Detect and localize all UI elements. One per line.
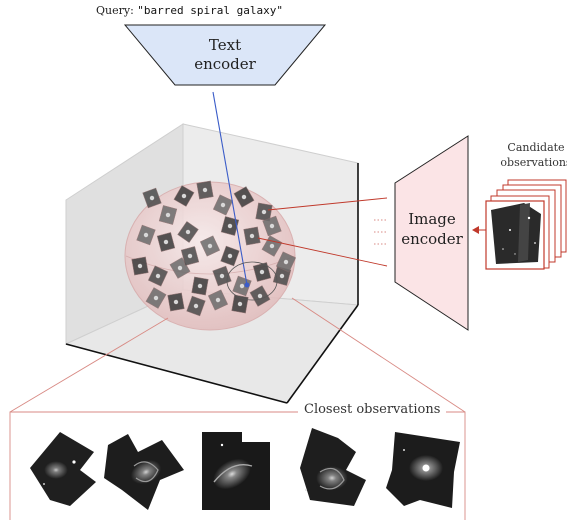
observation-5 <box>386 432 460 508</box>
embedded-thumbnail <box>167 292 185 312</box>
closest-frame <box>9 297 466 520</box>
embedded-thumbnail <box>147 265 169 287</box>
embedded-thumbnail <box>199 235 221 257</box>
embedded-thumbnail <box>262 215 282 237</box>
observation-4 <box>300 428 366 506</box>
embedded-thumbnail <box>243 226 261 246</box>
embedded-thumbnail <box>252 262 272 282</box>
candidate-label: Candidate observations <box>498 140 567 170</box>
embedded-thumbnail <box>233 186 255 208</box>
query-text: "barred spiral galaxy" <box>137 4 283 17</box>
query-ray <box>212 91 248 286</box>
embedded-thumbnail <box>220 245 240 267</box>
embedded-thumbnail <box>131 256 149 276</box>
embedding-link-2 <box>257 237 388 267</box>
embedded-thumbnail <box>212 194 234 216</box>
query-point <box>244 282 250 288</box>
embedded-thumbnail <box>275 251 297 273</box>
text-encoder-line-2: encoder <box>194 55 256 73</box>
query-line: Query: "barred spiral galaxy" <box>96 4 283 17</box>
closest-observations-label: Closest observations <box>298 402 447 417</box>
text-encoder-box <box>123 24 327 86</box>
embedded-thumbnail <box>261 235 283 257</box>
candidate-observation-image <box>491 203 541 264</box>
observation-2 <box>104 434 184 510</box>
closest-observations <box>30 428 460 510</box>
embedded-thumbnail <box>156 232 176 252</box>
embedded-thumbnail <box>142 187 162 209</box>
image-encoder-label: Image encoder <box>396 209 468 249</box>
candidate-stack <box>485 179 567 270</box>
image-encoder-box <box>394 135 469 331</box>
embedded-thumbnail <box>207 289 229 311</box>
text-encoder-label: Text encoder <box>175 36 275 74</box>
embedded-thumbnail <box>158 205 178 225</box>
embedding-link-1 <box>267 197 388 211</box>
query-prefix: Query: <box>96 4 134 17</box>
candidate-line-1: Candidate <box>507 141 565 154</box>
embedded-thumbnail <box>249 285 271 307</box>
embedded-thumbnail <box>196 180 214 200</box>
candidate-line-2: observations <box>500 156 567 169</box>
embedded-thumbnail <box>145 287 167 309</box>
embedded-thumbnail <box>255 202 273 222</box>
query-neighborhood <box>226 261 278 301</box>
embedded-thumbnail <box>220 216 240 236</box>
embedded-thumbnail <box>180 246 200 266</box>
embedded-thumbnail <box>177 221 199 243</box>
embedded-thumbnail <box>173 185 195 207</box>
image-encoder-line-1: Image <box>408 210 456 228</box>
text-encoder-line-1: Text <box>208 36 242 54</box>
embedded-thumbnail <box>136 224 156 246</box>
embedded-thumbnail <box>186 295 206 317</box>
observation-3 <box>202 432 270 510</box>
image-encoder-line-2: encoder <box>401 230 463 248</box>
observation-1 <box>30 432 96 506</box>
embedded-thumbnail <box>191 276 209 296</box>
